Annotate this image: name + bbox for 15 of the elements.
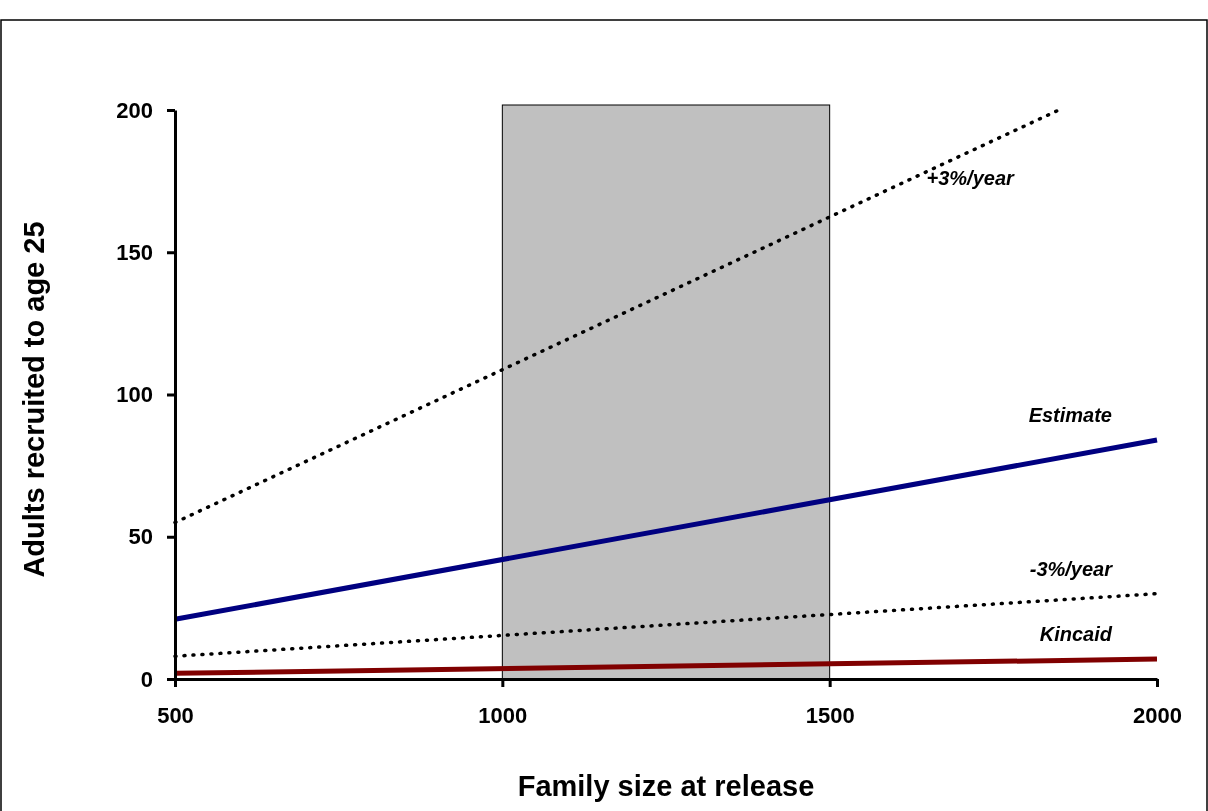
y-tick-label: 100 bbox=[116, 382, 153, 408]
series-label: +3%/year bbox=[926, 167, 1016, 189]
y-axis-title: Adults recruited to age 25 bbox=[18, 221, 50, 578]
series-label: Estimate bbox=[1028, 404, 1112, 427]
x-tick-label: 500 bbox=[157, 703, 194, 728]
x-tick-label: 1000 bbox=[478, 703, 528, 728]
series-label: -3%/year bbox=[1029, 557, 1114, 580]
y-tick-label: 200 bbox=[116, 97, 153, 123]
y-tick-label: 50 bbox=[128, 524, 153, 550]
x-tick-label: 2000 bbox=[1133, 703, 1182, 728]
series-label: Kincaid bbox=[1039, 623, 1113, 646]
y-tick-label: 0 bbox=[140, 666, 153, 692]
y-tick-label: 150 bbox=[116, 239, 153, 265]
x-tick-label: 1500 bbox=[805, 703, 855, 728]
x-axis-title: Family size at release bbox=[517, 770, 815, 802]
